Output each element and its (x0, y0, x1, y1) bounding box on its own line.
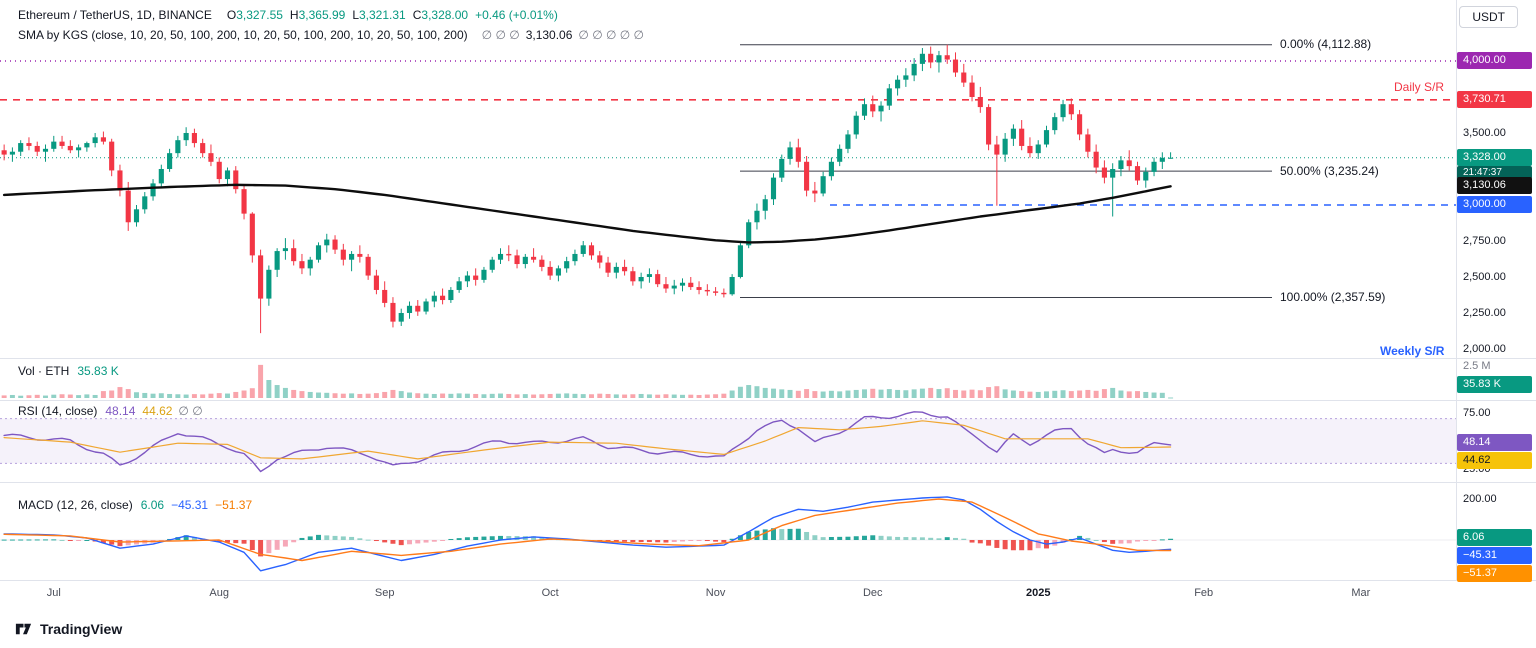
axis-label: 2,000.00 (1463, 342, 1506, 355)
axis-badge: 3,730.71 (1457, 90, 1532, 108)
axis-badge: 35.83 K (1457, 376, 1532, 393)
ohlc-open: O3,327.55 (226, 8, 283, 22)
macd-line-value: −45.31 (171, 498, 209, 512)
axis-badge: 3,000.00 (1457, 195, 1532, 213)
time-axis-label: Oct (541, 587, 559, 599)
time-axis-label: Nov (705, 587, 726, 599)
sma-value: 3,130.06 (525, 28, 573, 42)
sma-empty-values-2: ∅ ∅ ∅ ∅ ∅ (578, 28, 645, 42)
weekly-sr-label[interactable]: Weekly S/R (1380, 344, 1445, 358)
countdown-badge: 21:47:37 (1457, 166, 1532, 180)
axis-label: 2.5 M (1463, 360, 1491, 372)
time-axis-label: Sep (374, 587, 395, 599)
time-axis-label: Aug (209, 587, 230, 599)
axis-label: 2,750.00 (1463, 234, 1506, 247)
sma-indicator-title[interactable]: SMA by KGS (close, 10, 20, 50, 100, 200,… (18, 28, 468, 42)
time-axis-label: Mar (1351, 587, 1371, 599)
axis-badge: 4,000.00 (1457, 51, 1532, 69)
axis-badge: 44.62 (1457, 452, 1532, 469)
time-axis-label: 2025 (1025, 587, 1051, 599)
axis-label: 2,250.00 (1463, 306, 1506, 319)
time-axis-label: Feb (1194, 587, 1214, 599)
axis-badge: 3,130.06 (1457, 177, 1532, 195)
sma-legend: SMA by KGS (close, 10, 20, 50, 100, 200,… (18, 28, 644, 42)
axis-label: 75.00 (1463, 407, 1491, 419)
axis-badge: 3,328.00 (1457, 148, 1532, 166)
time-axis-label: Dec (862, 587, 883, 599)
tradingview-brand[interactable]: TradingView (14, 619, 122, 638)
macd-signal-value: −51.37 (215, 498, 253, 512)
chart-canvas[interactable] (0, 0, 1536, 606)
axis-badge: −45.31 (1457, 547, 1532, 564)
ohlc-high: H3,365.99 (289, 8, 346, 22)
currency-toggle-button[interactable]: USDT (1459, 6, 1518, 28)
volume-title[interactable]: Vol · ETH (18, 364, 70, 378)
price-change: +0.46 (+0.01%) (475, 8, 558, 22)
rsi-title[interactable]: RSI (14, close) (18, 404, 98, 418)
axis-label: 200.00 (1463, 493, 1497, 505)
fib-50-label[interactable]: 50.00% (3,235.24) (1280, 164, 1379, 178)
axis-badge: −51.37 (1457, 565, 1532, 582)
volume-value: 35.83 K (77, 364, 119, 378)
ohlc-close: C3,328.00 (412, 8, 469, 22)
brand-name: TradingView (40, 620, 123, 637)
macd-legend: MACD (12, 26, close) 6.06 −45.31 −51.37 (18, 498, 252, 512)
time-axis[interactable]: Jul Aug Sep Oct Nov Dec 2025 Feb Mar (0, 580, 1456, 606)
axis-badge: 48.14 (1457, 434, 1532, 451)
daily-sr-label[interactable]: Daily S/R (1394, 80, 1445, 94)
time-axis-label: Jul (46, 587, 61, 599)
macd-title[interactable]: MACD (12, 26, close) (18, 498, 133, 512)
axis-label: 3,500.00 (1463, 126, 1506, 139)
macd-hist-value: 6.06 (140, 498, 165, 512)
ohlc-low: L3,321.31 (352, 8, 406, 22)
rsi-legend: RSI (14, close) 48.14 44.62 ∅ ∅ (18, 404, 203, 418)
rsi-value: 48.14 (105, 404, 136, 418)
fib-100-label[interactable]: 100.00% (2,357.59) (1280, 290, 1386, 304)
fib-0-label[interactable]: 0.00% (4,112.88) (1280, 37, 1372, 51)
rsi-empty-values: ∅ ∅ (178, 404, 203, 418)
tradingview-logo-icon (15, 623, 32, 635)
symbol-title[interactable]: Ethereum / TetherUS, 1D, BINANCE (18, 8, 212, 22)
axis-label: 2,500.00 (1463, 270, 1506, 283)
rsi-ma-value: 44.62 (142, 404, 173, 418)
axis-badge: 6.06 (1457, 529, 1532, 546)
volume-legend: Vol · ETH 35.83 K (18, 364, 119, 378)
symbol-legend: Ethereum / TetherUS, 1D, BINANCE O3,327.5… (18, 8, 558, 22)
price-axis[interactable]: 3,500.00 2,750.00 2,500.00 2,250.00 2,000.00… (1456, 0, 1536, 606)
sma-empty-values: ∅ ∅ ∅ (481, 28, 520, 42)
